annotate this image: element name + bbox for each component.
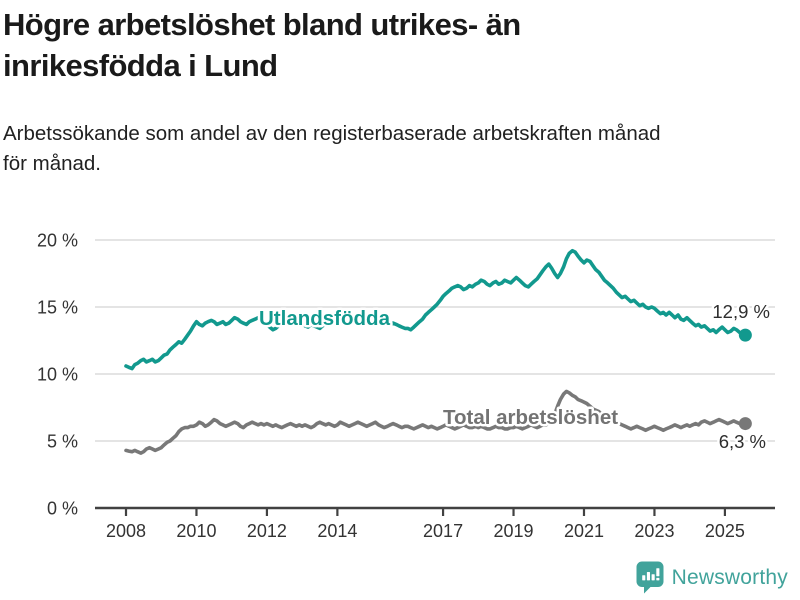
title-line-2: inrikesfödda i Lund [3,48,278,83]
series-line-1 [124,248,748,371]
x-tick-label-2012: 2012 [247,521,287,541]
x-tick-label-2025: 2025 [705,521,745,541]
chart-header: Högre arbetslöshet bland utrikes- än inri… [3,4,783,179]
newsworthy-logo-icon [636,561,664,594]
y-tick-label-15%: 15 % [37,298,78,318]
brand-name: Newsworthy [671,565,788,589]
x-tick-label-2017: 2017 [423,521,463,541]
subtitle-line-1: Arbetssökande som andel av den registerb… [3,122,661,145]
x-tick-label-2021: 2021 [564,521,604,541]
x-tick-label-2010: 2010 [176,521,216,541]
x-tick-label-2008: 2008 [106,521,146,541]
title-line-1: Högre arbetslöshet bland utrikes- än [3,7,521,42]
y-tick-label-10%: 10 % [37,365,78,385]
x-tick-label-2023: 2023 [634,521,674,541]
y-tick-label-0%: 0 % [47,499,78,519]
chart-subtitle: Arbetssökande som andel av den registerb… [3,119,783,179]
x-tick-label-2019: 2019 [494,521,534,541]
brand-footer: Newsworthy [636,561,788,594]
series-end-dot-1 [738,328,752,342]
end-value-label-1: 12,9 % [712,301,770,322]
series-line-0 [124,389,748,455]
y-tick-label-20%: 20 % [37,231,78,251]
series-label-1: Utlandsfödda [259,307,391,330]
x-tick-label-2014: 2014 [317,521,357,541]
page-title: Högre arbetslöshet bland utrikes- än inri… [3,4,783,86]
series-label-0: Total arbetslöshet [443,406,618,429]
y-tick-label-5%: 5 % [47,432,78,452]
end-value-label-0: 6,3 % [719,431,766,452]
subtitle-line-2: för månad. [3,152,101,175]
series-end-dot-0 [738,417,752,431]
